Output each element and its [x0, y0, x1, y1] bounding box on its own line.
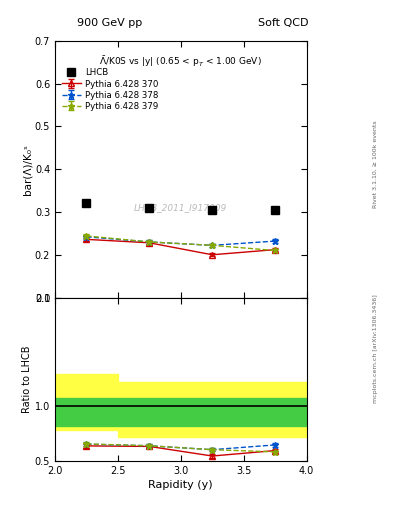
Text: Soft QCD: Soft QCD: [258, 18, 308, 28]
LHCB: [84, 200, 89, 206]
Legend: LHCB, Pythia 6.428 370, Pythia 6.428 378, Pythia 6.428 379: LHCB, Pythia 6.428 370, Pythia 6.428 378…: [62, 69, 158, 111]
LHCB: [147, 205, 152, 211]
X-axis label: Rapidity (y): Rapidity (y): [149, 480, 213, 490]
LHCB: [273, 207, 277, 213]
Line: LHCB: LHCB: [82, 199, 279, 214]
Text: mcplots.cern.ch [arXiv:1306.3436]: mcplots.cern.ch [arXiv:1306.3436]: [373, 294, 378, 402]
Text: Rivet 3.1.10, ≥ 100k events: Rivet 3.1.10, ≥ 100k events: [373, 120, 378, 208]
Y-axis label: Ratio to LHCB: Ratio to LHCB: [22, 346, 32, 413]
Text: $\bar{\Lambda}$/K0S vs |y| (0.65 < p$_T$ < 1.00 GeV): $\bar{\Lambda}$/K0S vs |y| (0.65 < p$_T$…: [99, 54, 262, 69]
LHCB: [210, 207, 215, 213]
Text: LHCB_2011_I917009: LHCB_2011_I917009: [134, 203, 228, 212]
Text: 900 GeV pp: 900 GeV pp: [77, 18, 143, 28]
Y-axis label: bar(Λ)/K₀ˢ: bar(Λ)/K₀ˢ: [22, 144, 32, 195]
